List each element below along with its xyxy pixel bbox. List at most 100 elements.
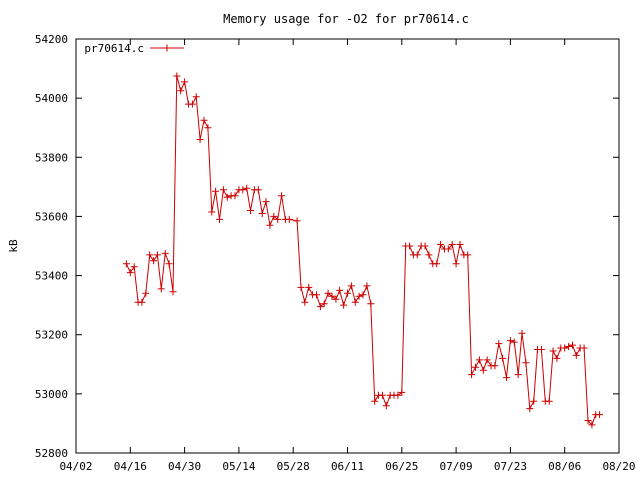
data-point-marker [278, 192, 286, 200]
x-tick-label: 07/23 [494, 460, 527, 473]
data-point-marker [499, 354, 507, 362]
data-point-marker [394, 391, 402, 399]
data-point-marker [545, 397, 553, 405]
series-layer [122, 72, 604, 429]
data-point-marker [320, 300, 328, 308]
data-point-marker [316, 303, 324, 311]
data-point-marker [580, 344, 588, 352]
data-point-marker [472, 363, 479, 371]
data-point-marker [305, 283, 313, 291]
data-point-marker [344, 289, 351, 297]
data-point-marker [204, 124, 212, 132]
data-point-marker [274, 215, 282, 223]
x-tick-label: 08/06 [548, 460, 581, 473]
data-point-marker [522, 359, 530, 367]
data-point-marker [192, 93, 200, 101]
data-point-marker [406, 242, 414, 250]
data-point-marker [398, 388, 406, 396]
legend: pr70614.c [84, 42, 184, 55]
y-tick-label: 54000 [35, 92, 68, 105]
data-point-marker [526, 405, 534, 413]
data-point-marker [367, 300, 375, 308]
y-tick-label: 53600 [35, 210, 68, 223]
data-point-marker [200, 116, 208, 124]
data-point-marker [165, 260, 173, 268]
data-point-marker [262, 198, 270, 206]
data-point-marker [208, 208, 216, 216]
y-tick-label: 53200 [35, 329, 68, 342]
data-point-marker [588, 421, 596, 429]
data-point-marker [565, 343, 573, 350]
x-tick-label: 08/20 [602, 460, 635, 473]
data-point-marker [448, 241, 456, 248]
data-point-marker [382, 402, 390, 410]
x-tick-label: 06/25 [385, 460, 418, 473]
data-point-marker [219, 186, 227, 194]
x-tick-label: 04/30 [168, 460, 201, 473]
x-tick-label: 06/11 [331, 460, 364, 473]
data-point-marker [503, 374, 510, 382]
x-tick-label: 04/02 [59, 460, 92, 473]
x-tick-label: 05/28 [277, 460, 310, 473]
x-tick-label: 07/09 [440, 460, 473, 473]
data-point-marker [464, 251, 472, 259]
data-point-marker [254, 186, 262, 194]
chart-title: Memory usage for -O2 for pr70614.c [223, 12, 469, 26]
data-point-marker [425, 251, 433, 259]
x-axis: 04/02 04/16 04/30 05/14 05/28 06/11 06/25 07/09… [59, 39, 636, 473]
data-point-marker [336, 286, 344, 294]
data-point-marker [475, 356, 483, 364]
data-point-marker [355, 292, 363, 300]
data-point-marker [561, 344, 569, 352]
data-point-marker [351, 298, 359, 306]
data-point-marker [332, 295, 340, 303]
data-point-marker [530, 397, 538, 405]
legend-label: pr70614.c [84, 42, 144, 55]
data-point-marker [537, 346, 545, 353]
data-point-marker [293, 217, 301, 225]
data-point-marker [177, 87, 185, 95]
data-point-marker [188, 100, 196, 108]
data-point-marker [452, 260, 460, 268]
data-point-marker [371, 397, 379, 405]
data-point-marker [584, 417, 592, 424]
data-point-marker [196, 136, 204, 143]
data-point-marker [468, 371, 476, 379]
data-point-marker [126, 269, 134, 277]
data-point-marker [161, 249, 169, 257]
data-point-marker [514, 371, 522, 379]
data-point-marker [223, 193, 231, 201]
data-point-marker [359, 291, 367, 299]
data-point-marker [243, 184, 251, 192]
data-point-marker [297, 283, 305, 291]
x-tick-label: 05/14 [222, 460, 255, 473]
series-line [125, 75, 600, 426]
data-point-marker [553, 354, 561, 362]
y-tick-label: 52800 [35, 447, 68, 460]
data-point-marker [324, 289, 332, 297]
data-point-marker [491, 362, 499, 370]
y-tick-label: 54200 [35, 33, 68, 46]
data-point-marker [216, 215, 223, 223]
data-point-marker [270, 212, 278, 220]
data-point-marker [340, 301, 348, 309]
data-point-marker [444, 245, 452, 253]
data-point-marker [301, 298, 309, 306]
data-point-marker [247, 207, 254, 214]
data-point-marker [456, 241, 464, 248]
data-point-marker [596, 411, 604, 419]
data-point-marker [413, 251, 421, 259]
data-point-marker [510, 338, 518, 346]
data-point-marker [363, 282, 371, 290]
data-point-marker [212, 187, 220, 195]
data-point-marker [285, 215, 293, 223]
data-point-marker [313, 291, 320, 299]
data-point-marker [483, 356, 491, 364]
legend-marker [163, 44, 171, 52]
data-point-marker [146, 251, 154, 259]
data-point-marker [421, 242, 429, 250]
data-point-marker [130, 263, 138, 271]
data-point-marker [378, 391, 386, 399]
data-point-marker [266, 221, 274, 229]
